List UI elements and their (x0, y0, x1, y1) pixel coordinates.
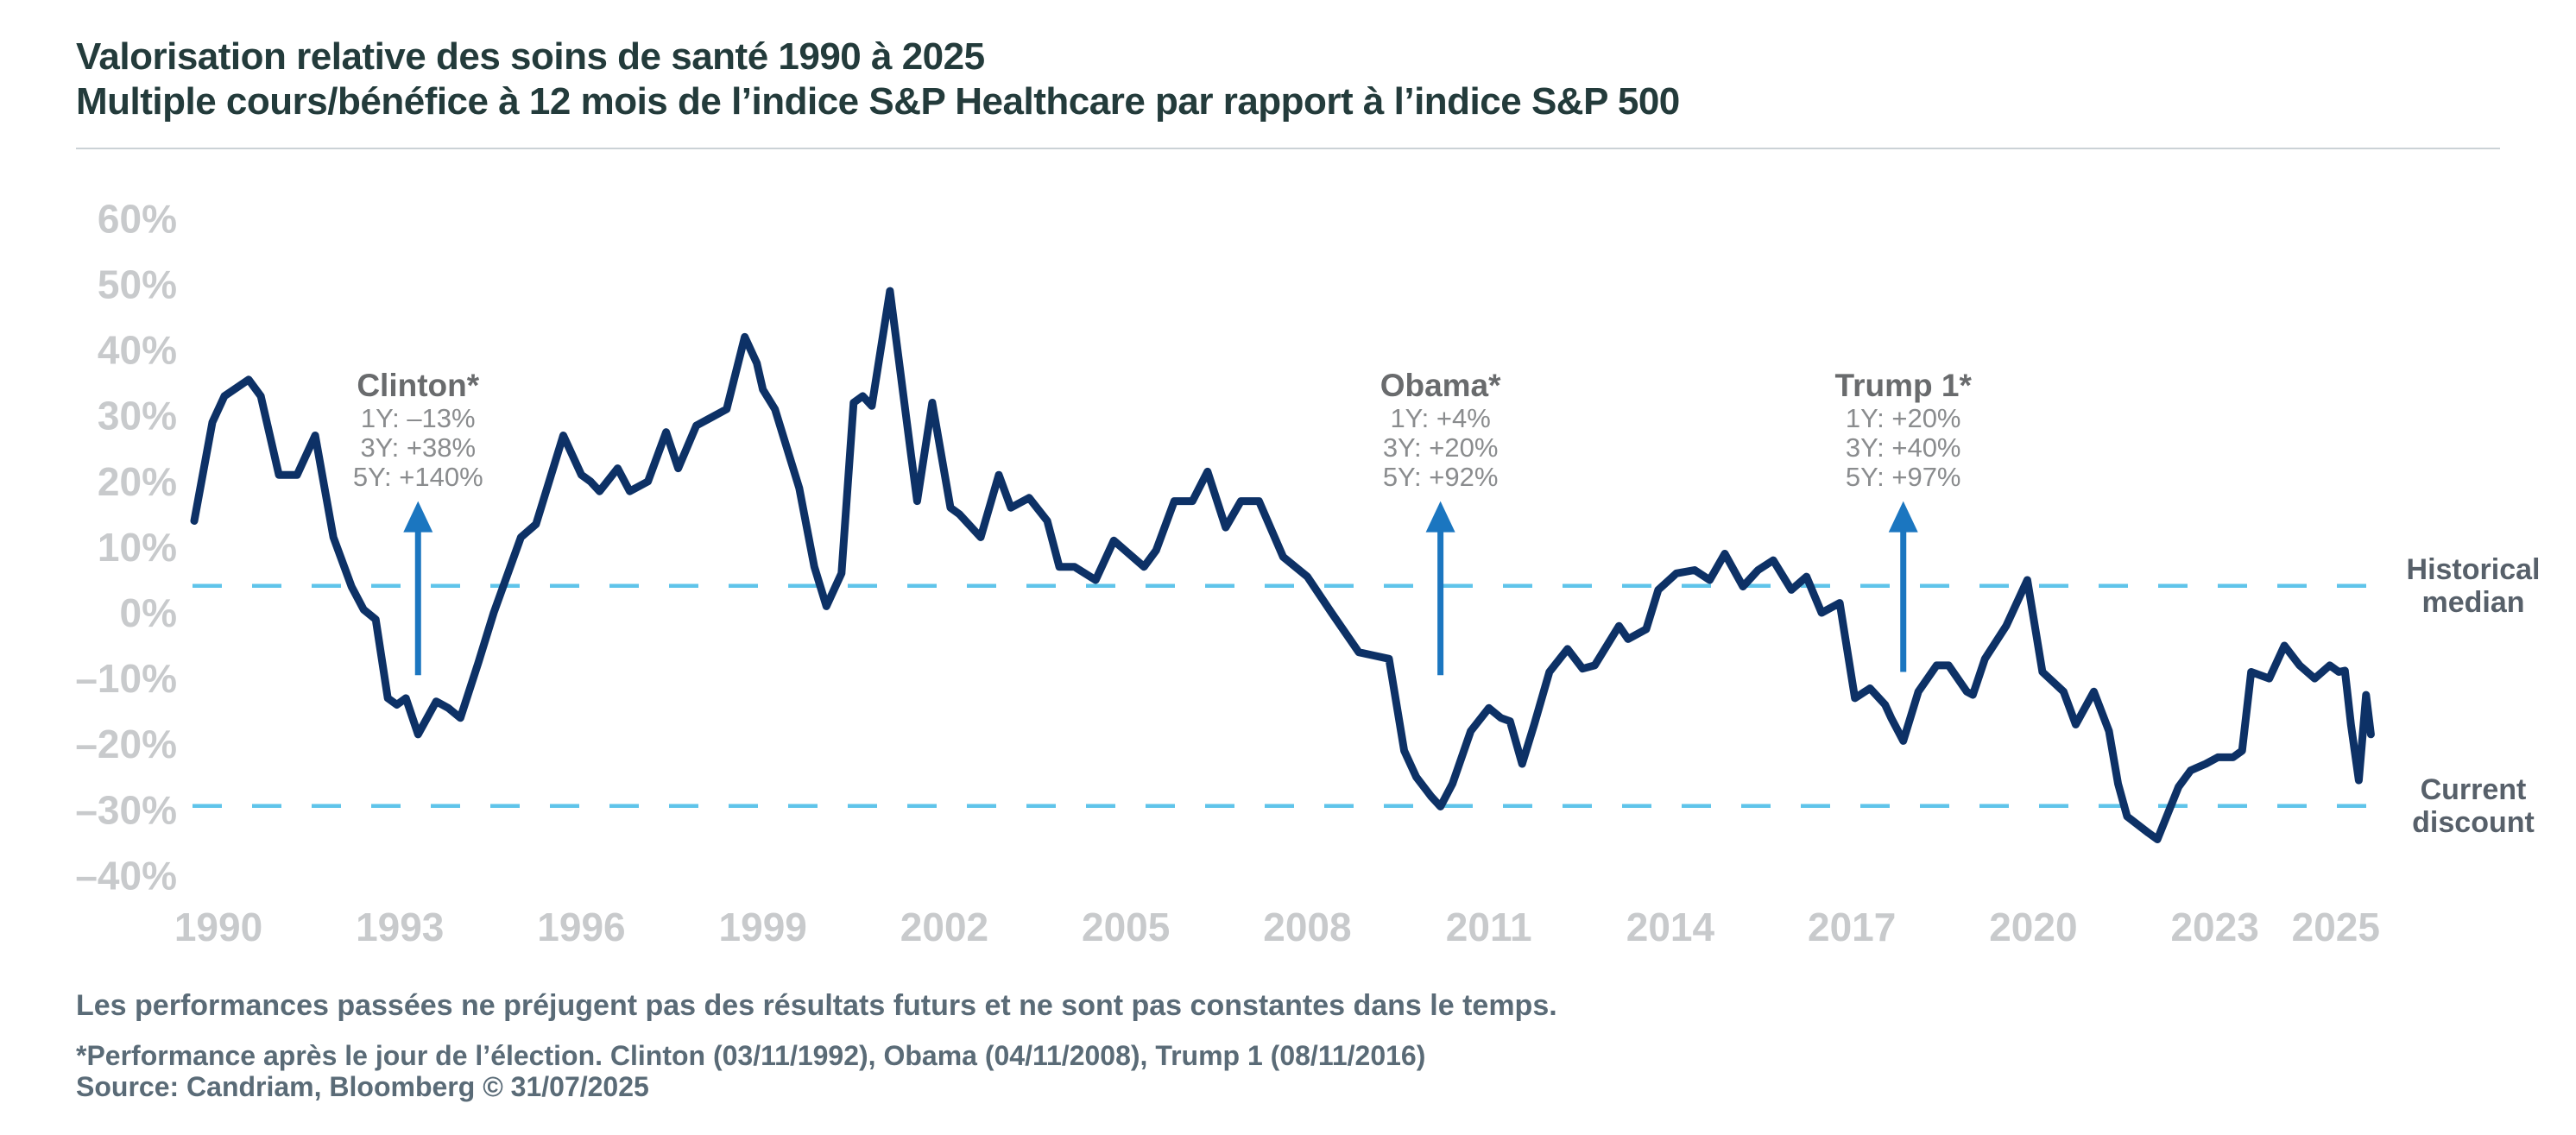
title-divider (76, 148, 2500, 149)
annotation-trump-5y: 5Y: +97% (1845, 462, 1961, 492)
annotation-clinton-5y: 5Y: +140% (352, 462, 483, 492)
y-axis-tick-minus-20pct: –20% (75, 722, 177, 766)
x-axis-tick-1996: 1996 (537, 905, 625, 949)
current-discount-label: Current discount (2387, 773, 2560, 839)
annotation-obama-3y: 3Y: +20% (1382, 432, 1499, 463)
y-axis-tick-0pct: 0% (120, 590, 177, 635)
clinton-arrow-head-icon (403, 501, 433, 533)
annotation-trump: Trump 1* 1Y: +20% 3Y: +40% 5Y: +97% (1835, 368, 1972, 492)
annotation-obama-title: Obama* (1380, 368, 1501, 403)
annotation-clinton-1y: 1Y: –13% (360, 403, 476, 433)
x-axis-tick-1993: 1993 (356, 905, 444, 949)
obama-arrow-head-icon (1425, 501, 1455, 533)
election-footnote: *Performance après le jour de l’élection… (76, 1040, 1426, 1071)
chart-title-line2: Multiple cours/bénéfice à 12 mois de l’i… (76, 80, 1680, 123)
source-note: Source: Candriam, Bloomberg © 31/07/2025 (76, 1071, 649, 1102)
trump-arrow-head-icon (1888, 501, 1918, 533)
annotation-clinton-title: Clinton* (357, 368, 480, 403)
current-discount-label-line1: Current (2420, 772, 2527, 806)
x-axis-tick-2005: 2005 (1082, 905, 1170, 949)
x-axis-tick-1999: 1999 (719, 905, 807, 949)
historical-median-label: Historical median (2387, 553, 2560, 619)
annotation-trump-title: Trump 1* (1834, 368, 1972, 403)
page-title: Valorisation relative des soins de santé… (76, 35, 1680, 124)
y-axis-tick-30pct: 30% (98, 394, 177, 438)
y-axis-tick-40pct: 40% (98, 328, 177, 373)
historical-median-label-line1: Historical (2406, 552, 2541, 586)
annotation-trump-3y: 3Y: +40% (1845, 432, 1961, 463)
annotation-clinton-3y: 3Y: +38% (360, 432, 477, 463)
annotation-trump-1y: 1Y: +20% (1845, 403, 1961, 433)
x-axis-tick-2011: 2011 (1446, 905, 1532, 949)
y-axis-tick-10pct: 10% (98, 525, 177, 570)
y-axis-tick-50pct: 50% (98, 262, 177, 307)
chart-title-line1: Valorisation relative des soins de santé… (76, 35, 985, 78)
x-axis-tick-1990: 1990 (174, 905, 262, 949)
x-axis-tick-2023: 2023 (2170, 905, 2258, 949)
x-axis-tick-2020: 2020 (1989, 905, 2077, 949)
historical-median-label-line2: median (2421, 585, 2525, 619)
x-axis-tick-2008: 2008 (1263, 905, 1351, 949)
pe-premium-line (190, 287, 2375, 843)
y-axis-tick-minus-30pct: –30% (75, 787, 177, 832)
x-axis-tick-2025: 2025 (2292, 905, 2380, 949)
y-axis-tick-minus-10pct: –10% (75, 656, 177, 701)
annotation-obama-1y: 1Y: +4% (1390, 403, 1491, 433)
x-axis-tick-2014: 2014 (1626, 905, 1715, 949)
y-axis-tick-minus-40pct: –40% (75, 853, 177, 898)
current-discount-label-line2: discount (2412, 805, 2535, 839)
y-axis-tick-60pct: 60% (98, 196, 177, 241)
y-axis-tick-20pct: 20% (98, 459, 177, 504)
annotation-obama-5y: 5Y: +92% (1382, 462, 1499, 492)
disclaimer-note: Les performances passées ne préjugent pa… (76, 989, 1557, 1022)
x-axis-tick-2002: 2002 (900, 905, 988, 949)
x-axis-tick-2017: 2017 (1808, 905, 1896, 949)
annotation-clinton: Clinton* 1Y: –13% 3Y: +38% 5Y: +140% (353, 368, 483, 492)
annotation-obama: Obama* 1Y: +4% 3Y: +20% 5Y: +92% (1380, 368, 1501, 492)
